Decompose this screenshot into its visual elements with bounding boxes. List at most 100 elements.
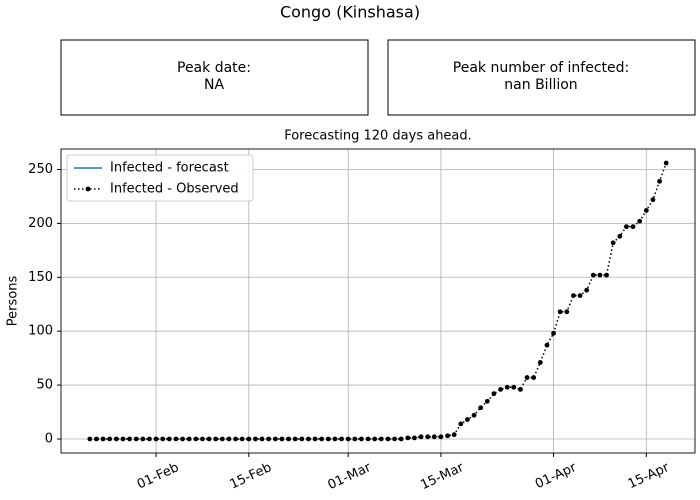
data-point — [319, 436, 325, 442]
data-point — [471, 412, 477, 418]
data-point — [484, 398, 490, 404]
data-point — [193, 436, 199, 442]
data-point — [107, 436, 113, 442]
x-tick-label: 15-Apr — [626, 460, 672, 492]
data-point — [160, 436, 166, 442]
data-point — [292, 436, 298, 442]
data-point — [113, 436, 119, 442]
data-point — [478, 405, 484, 411]
legend-marker — [85, 186, 91, 192]
data-point — [557, 309, 563, 315]
data-point — [604, 272, 609, 278]
data-point — [551, 330, 556, 336]
data-point — [180, 436, 185, 442]
data-point — [279, 436, 285, 442]
data-point — [643, 208, 649, 213]
panel-label: Peak number of infected: — [453, 60, 629, 76]
data-point — [610, 240, 616, 246]
legend-label: Infected - forecast — [110, 161, 229, 176]
data-point — [345, 436, 351, 442]
x-tick-label: 01-Feb — [135, 460, 181, 492]
data-point — [266, 436, 272, 442]
data-point — [637, 218, 643, 224]
data-point — [663, 160, 669, 166]
data-point — [226, 436, 232, 442]
data-point — [590, 272, 596, 278]
data-point — [445, 433, 450, 439]
x-tick-label: 15-Feb — [228, 460, 274, 492]
data-point — [511, 384, 517, 390]
data-point — [597, 272, 603, 278]
data-point — [259, 436, 265, 442]
data-point — [286, 436, 291, 442]
x-tick-label: 15-Mar — [418, 460, 466, 493]
x-tick-label: 01-Apr — [533, 460, 579, 492]
data-point — [299, 436, 305, 442]
data-point — [412, 435, 417, 441]
data-point — [233, 436, 238, 442]
data-point — [94, 436, 99, 442]
data-point — [544, 342, 550, 348]
y-tick-label: 50 — [36, 378, 53, 393]
data-point — [451, 432, 457, 438]
panel-box — [387, 39, 696, 116]
data-point — [498, 386, 503, 392]
panel-value: nan Billion — [504, 77, 577, 93]
data-point — [200, 436, 205, 442]
data-point — [577, 293, 583, 299]
data-point — [372, 436, 378, 442]
data-point — [365, 436, 371, 442]
data-point — [405, 435, 411, 441]
data-point — [657, 178, 662, 184]
data-point — [584, 287, 590, 293]
data-point — [438, 434, 444, 440]
data-point — [325, 436, 331, 442]
data-point — [339, 436, 344, 442]
data-point — [458, 421, 464, 427]
data-point — [425, 434, 431, 440]
data-point — [630, 224, 636, 230]
legend-box — [66, 154, 254, 202]
data-point — [624, 224, 629, 230]
data-point — [239, 436, 245, 442]
data-point — [504, 384, 510, 390]
data-point — [120, 436, 126, 442]
data-point — [306, 436, 311, 442]
data-point — [272, 436, 278, 442]
data-point — [537, 360, 543, 365]
data-point — [312, 436, 318, 442]
y-tick-label: 200 — [28, 216, 53, 231]
y-tick-label: 100 — [28, 324, 53, 339]
series-line — [89, 162, 667, 440]
data-point — [418, 434, 424, 440]
panel-value: NA — [204, 77, 224, 93]
data-point — [518, 386, 523, 392]
data-point — [398, 436, 404, 442]
y-tick-label: 0 — [45, 431, 53, 446]
data-point — [166, 436, 172, 442]
y-tick-label: 250 — [28, 162, 53, 177]
panel-label: Peak date: — [177, 60, 251, 76]
x-tick-label: 01-Mar — [326, 460, 374, 493]
data-point — [213, 436, 219, 442]
data-point — [147, 436, 152, 442]
data-point — [531, 375, 537, 380]
data-point — [571, 293, 576, 299]
data-point — [87, 436, 93, 442]
data-point — [524, 375, 530, 380]
data-point — [392, 436, 397, 442]
data-point — [140, 436, 146, 442]
y-axis-label: Persons — [6, 276, 21, 327]
data-point — [127, 436, 132, 442]
data-point — [253, 436, 258, 442]
data-point — [206, 436, 212, 442]
data-point — [378, 436, 384, 442]
data-point — [246, 436, 252, 442]
data-point — [332, 436, 338, 442]
y-tick-label: 150 — [28, 270, 53, 285]
data-point — [219, 436, 225, 442]
data-point — [359, 436, 364, 442]
data-point — [385, 436, 391, 442]
panel-box — [60, 39, 369, 116]
